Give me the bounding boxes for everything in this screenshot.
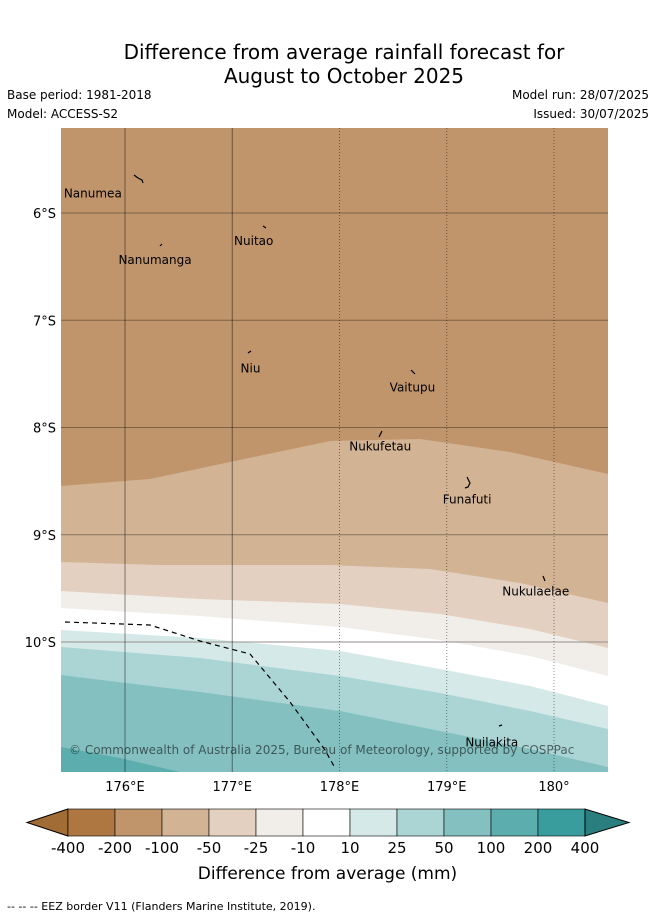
colorbar-tick-label: -200 — [98, 839, 132, 857]
island-label: Funafuti — [443, 492, 492, 506]
colorbar-swatch — [537, 808, 586, 837]
colorbar-tick-label: -25 — [244, 839, 269, 857]
lat-tick-label: 8°S — [33, 422, 56, 437]
model-name: Model: ACCESS-S2 — [7, 107, 119, 121]
eez-note: -- -- -- EEZ border V11 (Flanders Marine… — [7, 900, 316, 913]
copyright-notice: © Commonwealth of Australia 2025, Bureau… — [69, 743, 574, 757]
band-plus-100 — [61, 747, 180, 772]
island-outline-niu — [247, 350, 252, 354]
colorbar-swatch — [255, 808, 304, 837]
colorbar-swatch — [161, 808, 210, 837]
rainfall-map: 176°E 177°E 178°E 179°E 180° 6°S 7°S 8°S 9°S 10°S… — [25, 128, 631, 857]
island-label: Niu — [241, 361, 261, 375]
rainfall-contours — [61, 128, 608, 772]
colorbar-swatch — [114, 808, 163, 837]
island-outline-nanumanga — [159, 243, 163, 247]
lon-tick-label: 179°E — [427, 780, 467, 795]
eez-border-line — [64, 621, 336, 769]
colorbar-swatch — [67, 808, 116, 837]
island-outline-nuilakita — [498, 724, 503, 727]
colorbar-tick-label: -50 — [197, 839, 222, 857]
base-period: Base period: 1981-2018 — [7, 88, 152, 102]
island-outline-nukufetau — [378, 430, 383, 438]
island-outline-funafuti — [464, 476, 471, 489]
colorbar-tick-label: 100 — [477, 839, 506, 857]
island-label: Nuitao — [234, 234, 273, 248]
map-title: Difference from average rainfall forecas… — [0, 40, 655, 88]
colorbar-tick-label: -400 — [51, 839, 85, 857]
colorbar-tick-label: -100 — [145, 839, 179, 857]
lon-tick-label: 180° — [538, 780, 569, 795]
colorbar-swatch — [208, 808, 257, 837]
island-label: Nuilakita — [465, 736, 518, 750]
island-label: Vaitupu — [390, 381, 436, 395]
title-line-2: August to October 2025 — [223, 64, 465, 88]
colorbar-tick-label: 400 — [571, 839, 600, 857]
colorbar-labels: -400 -200 -100 -50 -25 -10 10 25 50 100 200 400 — [51, 839, 599, 857]
island-outline-nanumea — [133, 174, 144, 184]
island-label: Nukufetau — [349, 440, 411, 454]
title-line-1: Difference from average rainfall forecas… — [123, 40, 565, 64]
island-outlines — [133, 174, 546, 727]
axis-ticks: 176°E 177°E 178°E 179°E 180° 6°S 7°S 8°S 9°S 10°S — [25, 207, 570, 795]
colorbar-tick-label: 10 — [340, 839, 359, 857]
colorbar-caption: Difference from average (mm) — [197, 864, 458, 884]
lon-tick-label: 176°E — [105, 780, 145, 795]
lat-tick-label: 7°S — [33, 314, 56, 329]
colorbar-swatch — [443, 808, 492, 837]
island-outline-nuitao — [262, 225, 267, 229]
graticule — [61, 128, 608, 772]
colorbar-over-arrow — [584, 808, 631, 837]
colorbar-under-arrow — [25, 808, 69, 837]
model-run: Model run: 28/07/2025 — [511, 88, 649, 102]
band-plus-50 — [61, 675, 608, 772]
island-label: Nukulaelae — [502, 585, 569, 599]
island-outline-nukulaelae — [542, 575, 546, 582]
lat-tick-label: 9°S — [33, 529, 56, 544]
lon-tick-label: 177°E — [212, 780, 252, 795]
island-labels: Nanumea Nuitao Nanumanga Niu Vaitupu Nukufeta… — [64, 187, 569, 750]
colorbar-swatch — [490, 808, 539, 837]
island-label: Nanumanga — [118, 253, 191, 267]
island-outline-vaitupu — [410, 369, 416, 375]
colorbar — [25, 808, 631, 837]
lat-tick-label: 10°S — [25, 636, 56, 651]
colorbar-tick-label: 200 — [524, 839, 553, 857]
colorbar-tick-label: -10 — [291, 839, 316, 857]
colorbar-swatch — [302, 808, 351, 837]
colorbar-tick-label: 50 — [434, 839, 453, 857]
colorbar-swatch — [349, 808, 398, 837]
colorbar-tick-label: 25 — [387, 839, 406, 857]
colorbar-swatch — [396, 808, 445, 837]
lon-tick-label: 178°E — [320, 780, 360, 795]
issued-date: Issued: 30/07/2025 — [533, 107, 649, 121]
island-label: Nanumea — [64, 187, 122, 201]
lat-tick-label: 6°S — [33, 207, 56, 222]
